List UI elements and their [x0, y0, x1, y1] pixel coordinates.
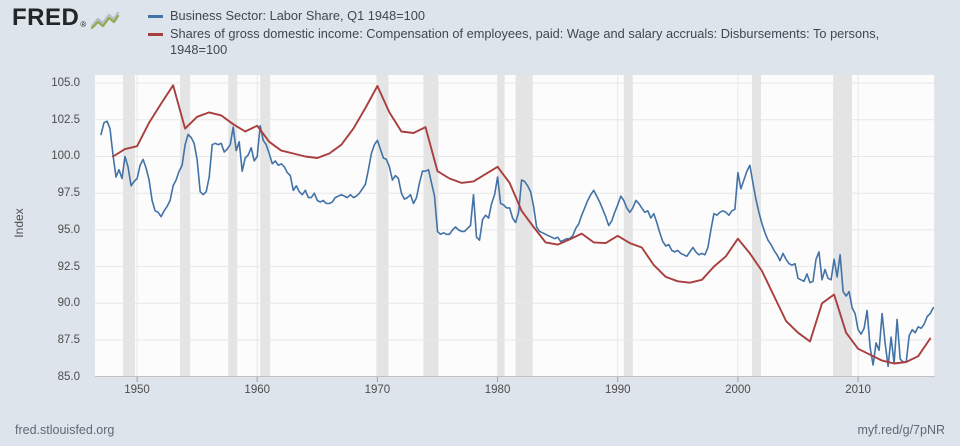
x-tick-label: 1990: [604, 384, 631, 396]
recession-band: [497, 75, 505, 377]
recession-band: [833, 75, 853, 377]
legend: Business Sector: Labor Share, Q1 1948=10…: [148, 8, 885, 60]
y-tick-label: 85.0: [57, 370, 80, 383]
short-url-link[interactable]: myf.red/g/7pNR: [857, 423, 945, 437]
recession-band: [180, 75, 191, 377]
y-tick-label: 100.0: [51, 150, 80, 163]
fred-logo-text: FRED: [12, 4, 80, 31]
x-tick-label: 1970: [364, 384, 391, 396]
series-line-annual: [112, 84, 932, 365]
plot-background: [95, 75, 935, 377]
legend-label-labor-share: Business Sector: Labor Share, Q1 1948=10…: [170, 8, 426, 23]
legend-item-compensation: Shares of gross domestic income: Compens…: [148, 26, 885, 59]
recession-band: [515, 75, 533, 377]
y-tick-label: 87.5: [57, 334, 80, 346]
y-tick-label: 92.5: [57, 260, 80, 273]
x-tick-label: 1950: [124, 384, 150, 396]
fred-logo[interactable]: FRED ®: [12, 6, 120, 30]
legend-item-labor-share: Business Sector: Labor Share, Q1 1948=10…: [148, 8, 885, 25]
recession-band: [623, 75, 633, 377]
fred-url-link[interactable]: fred.stlouisfed.org: [15, 423, 115, 437]
y-axis-title: Index: [12, 208, 26, 238]
line-chart-squiggle-icon: [91, 11, 120, 29]
y-tick-label: 105.0: [51, 77, 80, 90]
y-tick-label: 90.0: [57, 297, 80, 310]
recession-band: [752, 75, 761, 377]
recession-band: [376, 75, 389, 377]
y-tick-label: 95.0: [57, 223, 80, 236]
x-tick-label: 2000: [725, 384, 751, 396]
recession-band: [423, 75, 439, 377]
x-tick-label: 2010: [845, 384, 871, 396]
plot-area[interactable]: [95, 75, 935, 385]
y-tick-label: 102.5: [51, 113, 80, 126]
x-tick-label: 1980: [484, 384, 511, 396]
recession-band: [123, 75, 135, 377]
recession-band: [260, 75, 271, 377]
legend-swatch-red: [148, 32, 163, 36]
legend-swatch-blue: [148, 15, 163, 18]
x-tick-label: 1960: [244, 384, 271, 396]
series-line-quarterly: [100, 120, 935, 368]
recession-band: [228, 75, 238, 377]
legend-label-compensation: Shares of gross domestic income: Compens…: [170, 25, 880, 58]
footer: fred.stlouisfed.org myf.red/g/7pNR: [0, 423, 960, 443]
registered-mark-icon: ®: [80, 20, 87, 29]
y-tick-label: 97.5: [57, 187, 80, 200]
